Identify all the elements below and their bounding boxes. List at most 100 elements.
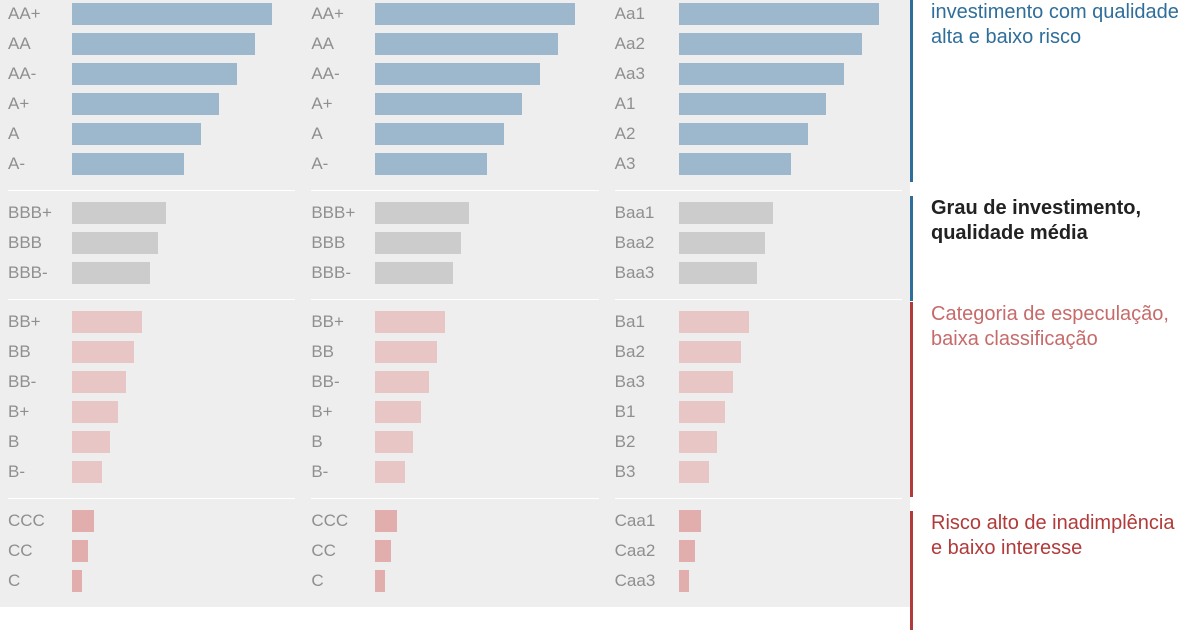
rating-label: CCC xyxy=(8,511,72,531)
legend-block-medium: Grau de investimento, qualidade média xyxy=(910,196,1190,301)
rating-bar xyxy=(375,232,461,254)
section-high: AA+AAAA-A+AA- xyxy=(311,0,598,190)
rating-bar xyxy=(679,93,826,115)
rating-label: AA+ xyxy=(311,4,375,24)
rating-label: A xyxy=(8,124,72,144)
rating-bar xyxy=(72,202,166,224)
rating-row: C xyxy=(311,567,598,595)
rating-row: CC xyxy=(8,537,295,565)
bar-track xyxy=(375,232,598,254)
rating-row: A xyxy=(311,120,598,148)
rating-bar xyxy=(375,371,429,393)
bar-track xyxy=(679,401,902,423)
bar-track xyxy=(72,540,295,562)
rating-label: Aa2 xyxy=(615,34,679,54)
rating-bar xyxy=(375,93,522,115)
rating-row: B xyxy=(8,428,295,456)
rating-row: B2 xyxy=(615,428,902,456)
bar-track xyxy=(72,510,295,532)
rating-label: BBB+ xyxy=(8,203,72,223)
rating-bar xyxy=(72,371,126,393)
rating-bar xyxy=(679,202,773,224)
rating-label: BB+ xyxy=(8,312,72,332)
rating-row: A2 xyxy=(615,120,902,148)
bar-track xyxy=(72,431,295,453)
bar-track xyxy=(375,311,598,333)
section-risk: CCCCCC xyxy=(8,498,295,607)
rating-row: AA xyxy=(8,30,295,58)
rating-bar xyxy=(72,540,88,562)
bar-track xyxy=(679,63,902,85)
rating-label: B xyxy=(8,432,72,452)
bar-track xyxy=(679,3,902,25)
rating-bar xyxy=(679,123,808,145)
bar-track xyxy=(375,540,598,562)
rating-row: AA- xyxy=(311,60,598,88)
rating-row: BBB+ xyxy=(311,199,598,227)
bar-track xyxy=(679,461,902,483)
rating-label: Baa3 xyxy=(615,263,679,283)
rating-label: A+ xyxy=(311,94,375,114)
rating-label: A xyxy=(311,124,375,144)
bar-track xyxy=(72,93,295,115)
bar-track xyxy=(375,461,598,483)
bar-track xyxy=(375,63,598,85)
bar-track xyxy=(375,3,598,25)
rating-row: Ba1 xyxy=(615,308,902,336)
rating-label: C xyxy=(8,571,72,591)
rating-bar xyxy=(679,431,717,453)
rating-bar xyxy=(679,63,844,85)
rating-label: AA- xyxy=(311,64,375,84)
section-medium: BBB+BBBBBB- xyxy=(8,190,295,299)
rating-bar xyxy=(72,153,184,175)
rating-label: Baa1 xyxy=(615,203,679,223)
rating-bar xyxy=(679,461,709,483)
rating-label: A- xyxy=(8,154,72,174)
rating-row: C xyxy=(8,567,295,595)
bar-track xyxy=(375,371,598,393)
rating-bar xyxy=(72,461,102,483)
rating-label: CC xyxy=(8,541,72,561)
chart-wrap: AA+AAAA-A+AA-BBB+BBBBBB-BB+BBBB-B+BB-CCC… xyxy=(0,0,1200,607)
rating-row: CC xyxy=(311,537,598,565)
rating-bar xyxy=(375,311,445,333)
rating-row: A- xyxy=(8,150,295,178)
bar-track xyxy=(72,341,295,363)
legend-text: Grau de investimento, qualidade média xyxy=(931,196,1190,246)
bar-track xyxy=(375,123,598,145)
rating-label: BB- xyxy=(8,372,72,392)
rating-row: Aa1 xyxy=(615,0,902,28)
rating-label: BB- xyxy=(311,372,375,392)
rating-label: B+ xyxy=(8,402,72,422)
bar-track xyxy=(679,93,902,115)
section-risk: Caa1Caa2Caa3 xyxy=(615,498,902,607)
rating-bar xyxy=(72,3,272,25)
rating-row: AA+ xyxy=(311,0,598,28)
agency-column-2: Aa1Aa2Aa3A1A2A3Baa1Baa2Baa3Ba1Ba2Ba3B1B2… xyxy=(607,0,910,607)
rating-row: Ba2 xyxy=(615,338,902,366)
rating-bar xyxy=(375,123,504,145)
rating-bar xyxy=(375,461,405,483)
legend-text: Risco alto de inadimplência e baixo inte… xyxy=(931,511,1190,561)
rating-label: Aa3 xyxy=(615,64,679,84)
rating-label: Caa1 xyxy=(615,511,679,531)
bar-track xyxy=(72,123,295,145)
rating-label: BBB xyxy=(8,233,72,253)
rating-label: Baa2 xyxy=(615,233,679,253)
rating-row: B+ xyxy=(311,398,598,426)
rating-label: AA- xyxy=(8,64,72,84)
rating-bar xyxy=(679,232,765,254)
rating-bar xyxy=(679,540,695,562)
rating-bar xyxy=(72,510,94,532)
rating-bar xyxy=(72,232,158,254)
section-spec: Ba1Ba2Ba3B1B2B3 xyxy=(615,299,902,498)
bar-track xyxy=(72,153,295,175)
rating-label: BB xyxy=(8,342,72,362)
section-spec: BB+BBBB-B+BB- xyxy=(8,299,295,498)
rating-row: BBB- xyxy=(311,259,598,287)
rating-label: Ba2 xyxy=(615,342,679,362)
bar-track xyxy=(72,33,295,55)
rating-bar xyxy=(375,401,421,423)
bar-track xyxy=(679,153,902,175)
rating-columns: AA+AAAA-A+AA-BBB+BBBBBB-BB+BBBB-B+BB-CCC… xyxy=(0,0,910,607)
